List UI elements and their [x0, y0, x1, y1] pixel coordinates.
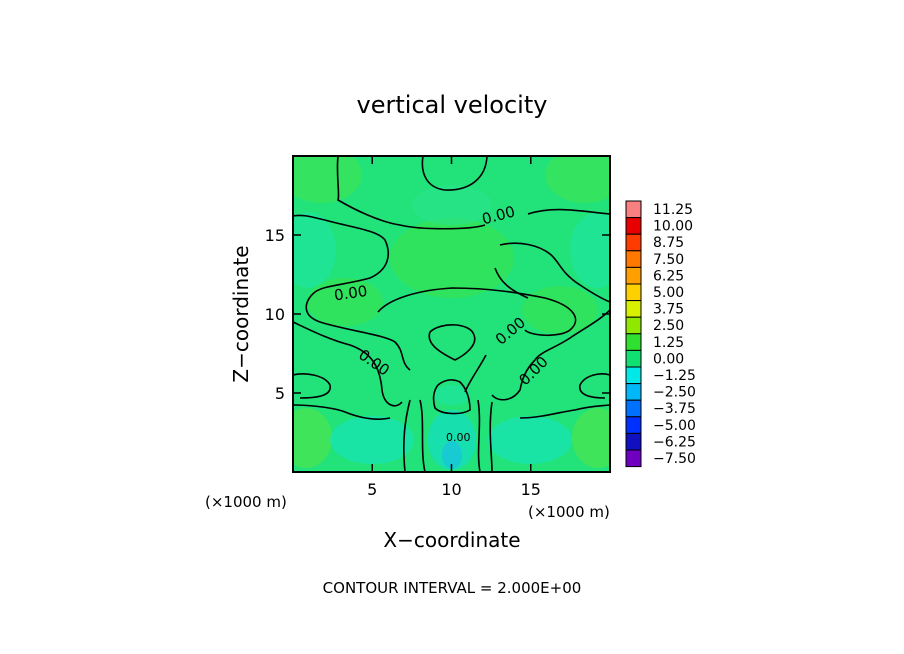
contour-line	[421, 156, 488, 191]
x-tick-label: 5	[367, 480, 377, 499]
colorbar-swatch	[625, 300, 642, 318]
contour-line	[527, 208, 610, 215]
colorbar-level-label: 2.50	[653, 318, 684, 334]
colorbar-level-label: 6.25	[653, 268, 684, 284]
colorbar-swatch	[625, 217, 642, 235]
colorbar-level-label: −5.00	[653, 418, 696, 434]
contour-line	[491, 309, 610, 401]
colorbar-level-label: −7.50	[653, 451, 696, 467]
colorbar-level-label: −1.25	[653, 368, 696, 384]
contour-label: 0.00	[333, 282, 369, 304]
colorbar: 11.2510.008.757.506.255.003.752.501.250.…	[625, 200, 696, 468]
colorbar-swatch	[625, 283, 642, 302]
colorbar-level-label: 7.50	[653, 252, 684, 268]
contour-line	[399, 224, 486, 230]
colorbar-level-label: 1.25	[653, 335, 684, 351]
contour-line	[293, 404, 391, 420]
colorbar-level-label: −2.50	[653, 385, 696, 401]
x-tick-label: 10	[441, 480, 461, 499]
x-axis-label: X−coordinate	[383, 528, 520, 552]
y-tick-label: 10	[265, 305, 285, 324]
contour-line	[336, 156, 401, 226]
colorbar-swatch	[625, 266, 642, 285]
velocity-field	[293, 156, 610, 472]
x-unit-label-left: (×1000 m)	[205, 493, 287, 511]
field-shading	[545, 156, 610, 203]
contour-line	[428, 324, 476, 361]
contour-line	[305, 219, 411, 371]
colorbar-swatch	[625, 366, 642, 385]
colorbar-swatch	[625, 432, 642, 451]
contour-line	[579, 373, 610, 399]
contour-line	[519, 404, 610, 419]
colorbar-swatch	[625, 233, 642, 252]
colorbar-level-label: 5.00	[653, 285, 684, 301]
colorbar-level-label: 11.25	[653, 202, 693, 218]
field-shading	[390, 218, 514, 298]
contour-line	[403, 399, 411, 472]
field-shading	[570, 212, 610, 288]
contour-lines	[293, 156, 610, 472]
field-shading	[442, 441, 462, 469]
colorbar-level-label: −6.25	[653, 434, 696, 450]
field-shading	[488, 416, 572, 464]
colorbar-level-label: 8.75	[653, 235, 684, 251]
contour-label: 0.00	[446, 431, 471, 444]
colorbar-level-label: 10.00	[653, 219, 693, 235]
contour-line	[477, 399, 481, 472]
x-axis-ticks: 5 10 15	[367, 156, 541, 499]
x-tick-label: 15	[521, 480, 541, 499]
field-shading	[293, 156, 362, 203]
contour-line	[293, 214, 326, 221]
contour-line	[293, 373, 331, 399]
field-shading	[572, 408, 610, 468]
contour-line	[377, 287, 577, 337]
contour-line	[419, 399, 426, 472]
contour-interval-note: CONTOUR INTERVAL = 2.000E+00	[323, 579, 582, 597]
colorbar-swatch	[625, 399, 642, 418]
field-shading	[293, 408, 332, 468]
colorbar-swatch	[625, 383, 642, 401]
contour-line	[464, 354, 487, 393]
field-shading	[293, 212, 336, 288]
colorbar-swatch	[625, 449, 642, 468]
colorbar-level-label: −3.75	[653, 401, 696, 417]
colorbar-swatch	[625, 333, 642, 351]
field-shading	[412, 185, 492, 225]
y-axis-ticks: 5 10 15	[265, 226, 610, 403]
contour-line	[293, 321, 403, 407]
colorbar-swatch	[625, 200, 642, 219]
colorbar-level-label: 3.75	[653, 302, 684, 318]
x-unit-label-right: (×1000 m)	[528, 503, 610, 521]
colorbar-swatch	[625, 316, 642, 335]
colorbar-swatch	[625, 250, 642, 268]
colorbar-swatch	[625, 349, 642, 368]
contour-line	[499, 242, 610, 303]
y-tick-label: 15	[265, 226, 285, 245]
chart-title: vertical velocity	[357, 91, 548, 119]
colorbar-level-label: 0.00	[653, 351, 684, 367]
field-shading	[330, 416, 414, 464]
colorbar-swatch	[625, 416, 642, 434]
contour-line	[489, 401, 493, 472]
y-tick-label: 5	[275, 384, 285, 403]
field-shading	[307, 278, 383, 326]
contour-line	[432, 379, 471, 415]
y-axis-label: Z−coordinate	[229, 245, 253, 382]
contour-line	[494, 267, 529, 299]
field-shading	[428, 410, 476, 470]
field-shading	[434, 385, 470, 405]
